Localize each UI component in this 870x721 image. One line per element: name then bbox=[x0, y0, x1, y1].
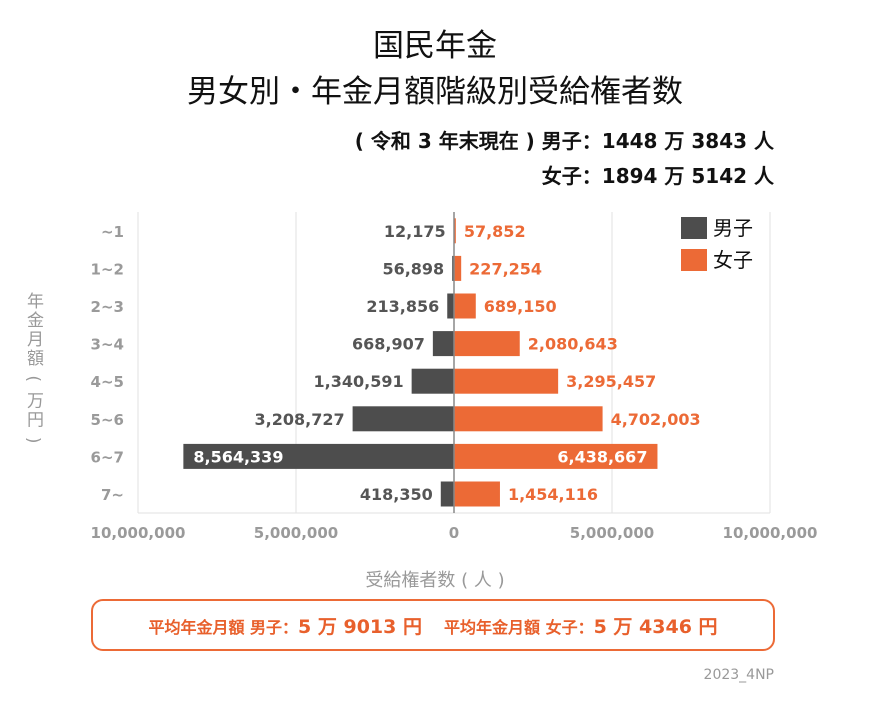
average-male-value: 5 万 9013 円 bbox=[298, 615, 422, 638]
legend-label-female: 女子 bbox=[713, 248, 753, 272]
data-label-male: 1,340,591 bbox=[314, 372, 404, 391]
x-tick-label: 5,000,000 bbox=[254, 524, 338, 542]
data-label-female: 689,150 bbox=[484, 297, 557, 316]
category-label: 2~3 bbox=[91, 298, 124, 316]
chart-title-line1: 国民年金 bbox=[373, 28, 497, 64]
bar-female bbox=[454, 368, 559, 394]
category-label: 7~ bbox=[101, 486, 124, 504]
legend-label-male: 男子 bbox=[713, 216, 753, 240]
data-label-female: 2,080,643 bbox=[528, 335, 618, 354]
data-label-male: 668,907 bbox=[352, 335, 425, 354]
data-label-female: 1,454,116 bbox=[508, 485, 598, 504]
data-label-male: 213,856 bbox=[366, 297, 439, 316]
average-male-label: 平均年金月額 男子： bbox=[148, 617, 299, 637]
data-label-male: 12,175 bbox=[384, 222, 446, 241]
chart-title-line2: 男女別・年金月額階級別受給権者数 bbox=[187, 74, 683, 110]
category-label: 4~5 bbox=[91, 373, 124, 391]
subtitle-female-total: 女子：1894 万 5142 人 bbox=[541, 164, 774, 188]
category-label: 1~2 bbox=[91, 260, 124, 278]
category-label: 5~6 bbox=[91, 411, 124, 429]
bar-female bbox=[454, 331, 520, 357]
bar-male bbox=[447, 293, 454, 319]
x-axis-label: 受給権者数 ( 人 ) bbox=[365, 570, 505, 591]
category-label: ~1 bbox=[101, 223, 124, 241]
bar-male bbox=[411, 368, 454, 394]
pyramid-chart: ~1 12,175 57,852 1~2 56,898 227,254 2~3 213,856… bbox=[91, 212, 818, 542]
x-tick-label: 10,000,000 bbox=[91, 524, 186, 542]
category-label: 3~4 bbox=[91, 336, 124, 354]
average-female: 平均年金月額 女子：5 万 4346 円 bbox=[444, 612, 718, 639]
y-axis-label: 年金月額 ( 万円 ) bbox=[23, 292, 43, 446]
average-female-label: 平均年金月額 女子： bbox=[444, 617, 594, 637]
bar-male bbox=[440, 481, 454, 507]
data-label-male: 56,898 bbox=[382, 259, 444, 278]
x-tick-label: 0 bbox=[449, 524, 459, 542]
bar-female bbox=[454, 443, 658, 469]
data-label-female: 6,438,667 bbox=[557, 447, 647, 466]
bar-male bbox=[432, 331, 454, 357]
legend-swatch-female bbox=[681, 249, 707, 271]
x-tick-label: 10,000,000 bbox=[723, 524, 818, 542]
data-label-male: 8,564,339 bbox=[193, 447, 283, 466]
data-label-female: 3,295,457 bbox=[566, 372, 656, 391]
bar-male bbox=[352, 406, 454, 432]
subtitle-male-total: ( 令和 3 年末現在 ) 男子：1448 万 3843 人 bbox=[354, 129, 774, 153]
bar-female bbox=[454, 255, 462, 281]
category-label: 6~7 bbox=[91, 448, 124, 466]
data-label-male: 418,350 bbox=[360, 485, 433, 504]
average-male: 平均年金月額 男子：5 万 9013 円 bbox=[148, 612, 422, 639]
x-tick-label: 5,000,000 bbox=[570, 524, 654, 542]
bar-male bbox=[452, 255, 454, 281]
average-monthly-pension-box: 平均年金月額 男子：5 万 9013 円 平均年金月額 女子：5 万 4346 … bbox=[91, 599, 775, 651]
data-label-male: 3,208,727 bbox=[255, 410, 345, 429]
bar-female bbox=[454, 293, 476, 319]
legend-swatch-male bbox=[681, 217, 707, 239]
bar-female bbox=[454, 218, 456, 244]
data-label-female: 57,852 bbox=[464, 222, 526, 241]
bar-female bbox=[454, 481, 500, 507]
data-label-female: 4,702,003 bbox=[611, 410, 701, 429]
bar-female bbox=[454, 406, 603, 432]
average-female-value: 5 万 4346 円 bbox=[593, 615, 718, 638]
bar-male bbox=[183, 443, 454, 469]
data-label-female: 227,254 bbox=[469, 259, 542, 278]
credit-text: 2023_4NP bbox=[703, 667, 774, 683]
